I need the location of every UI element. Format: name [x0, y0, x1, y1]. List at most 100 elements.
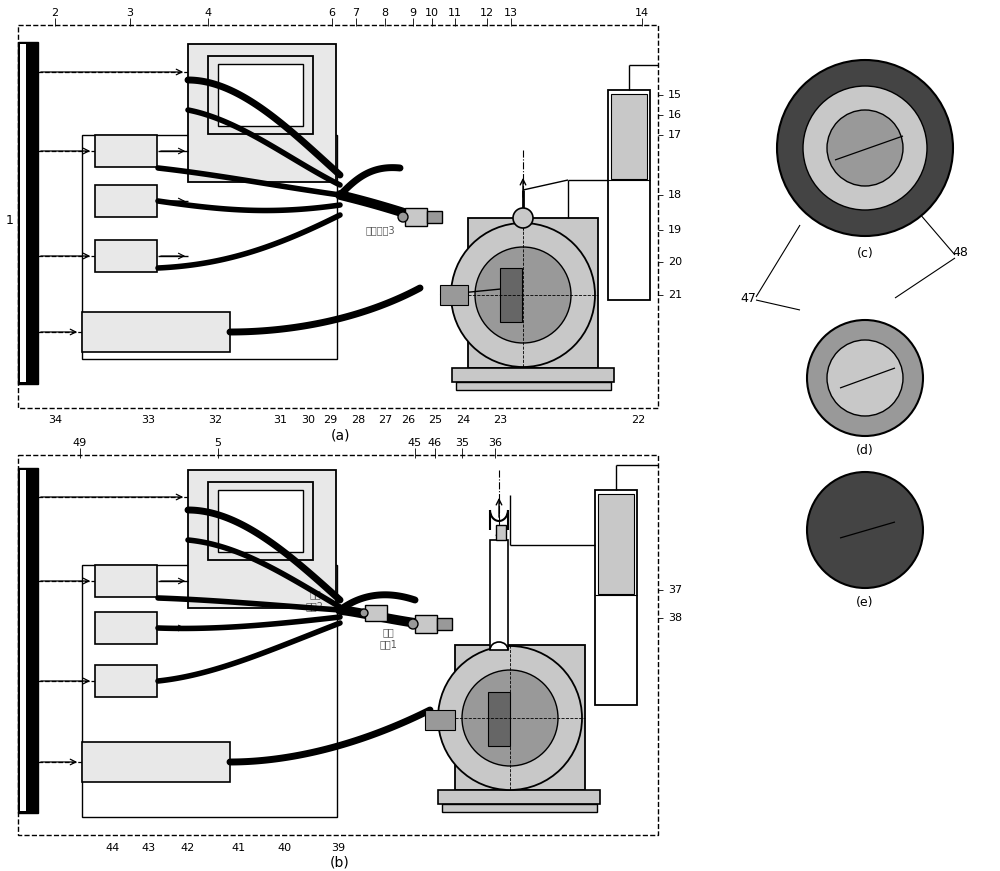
- Text: 21: 21: [668, 290, 682, 300]
- Bar: [218, 64, 303, 126]
- Text: (b): (b): [330, 855, 350, 869]
- Bar: [438, 790, 600, 804]
- Bar: [437, 618, 452, 630]
- Text: 5: 5: [214, 438, 222, 448]
- Text: 36: 36: [488, 438, 502, 448]
- Bar: [425, 710, 455, 730]
- Text: 8: 8: [381, 8, 389, 18]
- Text: 4: 4: [204, 8, 212, 18]
- Bar: [82, 565, 337, 817]
- Circle shape: [475, 247, 571, 343]
- Bar: [608, 90, 650, 300]
- Text: 29: 29: [323, 415, 337, 425]
- Circle shape: [451, 223, 595, 367]
- Bar: [452, 368, 614, 382]
- Bar: [468, 218, 598, 368]
- Circle shape: [777, 60, 953, 236]
- Text: 7: 7: [352, 8, 360, 18]
- Bar: [188, 44, 336, 182]
- Text: 43: 43: [141, 843, 155, 853]
- Text: 46: 46: [428, 438, 442, 448]
- Text: (e): (e): [856, 596, 874, 609]
- Bar: [18, 455, 658, 835]
- Bar: [455, 645, 585, 790]
- Bar: [488, 692, 510, 746]
- Text: 6: 6: [328, 8, 336, 18]
- Text: 光纤
剖面1: 光纤 剖面1: [379, 627, 397, 649]
- Text: 15: 15: [668, 90, 682, 100]
- Text: 14: 14: [635, 8, 649, 18]
- Text: 39: 39: [331, 843, 345, 853]
- Bar: [18, 42, 38, 384]
- Bar: [500, 268, 522, 322]
- Bar: [405, 208, 427, 226]
- Circle shape: [803, 86, 927, 210]
- Circle shape: [408, 619, 418, 629]
- Text: 28: 28: [351, 415, 365, 425]
- Bar: [440, 285, 468, 305]
- Text: 40: 40: [278, 843, 292, 853]
- Circle shape: [807, 472, 923, 588]
- Text: 11: 11: [448, 8, 462, 18]
- Text: 32: 32: [208, 415, 222, 425]
- Text: 光纤剖面3: 光纤剖面3: [365, 225, 395, 235]
- Text: 24: 24: [456, 415, 470, 425]
- Circle shape: [462, 670, 558, 766]
- Bar: [415, 615, 437, 633]
- Bar: [456, 382, 611, 390]
- Circle shape: [807, 320, 923, 436]
- Text: 22: 22: [631, 415, 645, 425]
- Bar: [496, 525, 506, 540]
- Text: 20: 20: [668, 257, 682, 267]
- Text: 42: 42: [181, 843, 195, 853]
- Text: 48: 48: [952, 246, 968, 259]
- Bar: [442, 804, 597, 812]
- Text: 12: 12: [480, 8, 494, 18]
- Text: 33: 33: [141, 415, 155, 425]
- Text: 34: 34: [48, 415, 62, 425]
- Circle shape: [827, 340, 903, 416]
- Bar: [20, 470, 26, 811]
- Bar: [490, 540, 508, 650]
- Text: (a): (a): [330, 428, 350, 442]
- Text: 9: 9: [409, 8, 417, 18]
- Text: 47: 47: [740, 292, 756, 305]
- Text: 45: 45: [408, 438, 422, 448]
- Text: 3: 3: [126, 8, 134, 18]
- Text: 31: 31: [273, 415, 287, 425]
- Text: 17: 17: [668, 130, 682, 140]
- Text: 44: 44: [106, 843, 120, 853]
- Text: 1: 1: [6, 213, 14, 226]
- Text: (d): (d): [856, 443, 874, 456]
- Text: 35: 35: [455, 438, 469, 448]
- Bar: [95, 612, 157, 644]
- Bar: [218, 490, 303, 552]
- Text: 38: 38: [668, 613, 682, 623]
- Text: 光纤
剖面2: 光纤 剖面2: [306, 589, 324, 611]
- Text: 10: 10: [425, 8, 439, 18]
- Bar: [18, 468, 38, 813]
- Text: 30: 30: [301, 415, 315, 425]
- Text: 13: 13: [504, 8, 518, 18]
- Bar: [595, 490, 637, 705]
- Bar: [598, 494, 634, 594]
- Bar: [365, 605, 387, 621]
- Bar: [95, 185, 157, 217]
- Bar: [611, 94, 647, 179]
- Text: 41: 41: [231, 843, 245, 853]
- Bar: [208, 56, 313, 134]
- Text: 19: 19: [668, 225, 682, 235]
- Circle shape: [360, 609, 368, 617]
- Bar: [20, 44, 26, 382]
- Bar: [95, 240, 157, 272]
- Text: 27: 27: [378, 415, 392, 425]
- Text: 49: 49: [73, 438, 87, 448]
- Bar: [18, 25, 658, 408]
- Bar: [82, 742, 230, 782]
- Text: 26: 26: [401, 415, 415, 425]
- Text: 25: 25: [428, 415, 442, 425]
- Circle shape: [398, 212, 408, 222]
- Circle shape: [438, 646, 582, 790]
- Bar: [208, 482, 313, 560]
- Bar: [82, 312, 230, 352]
